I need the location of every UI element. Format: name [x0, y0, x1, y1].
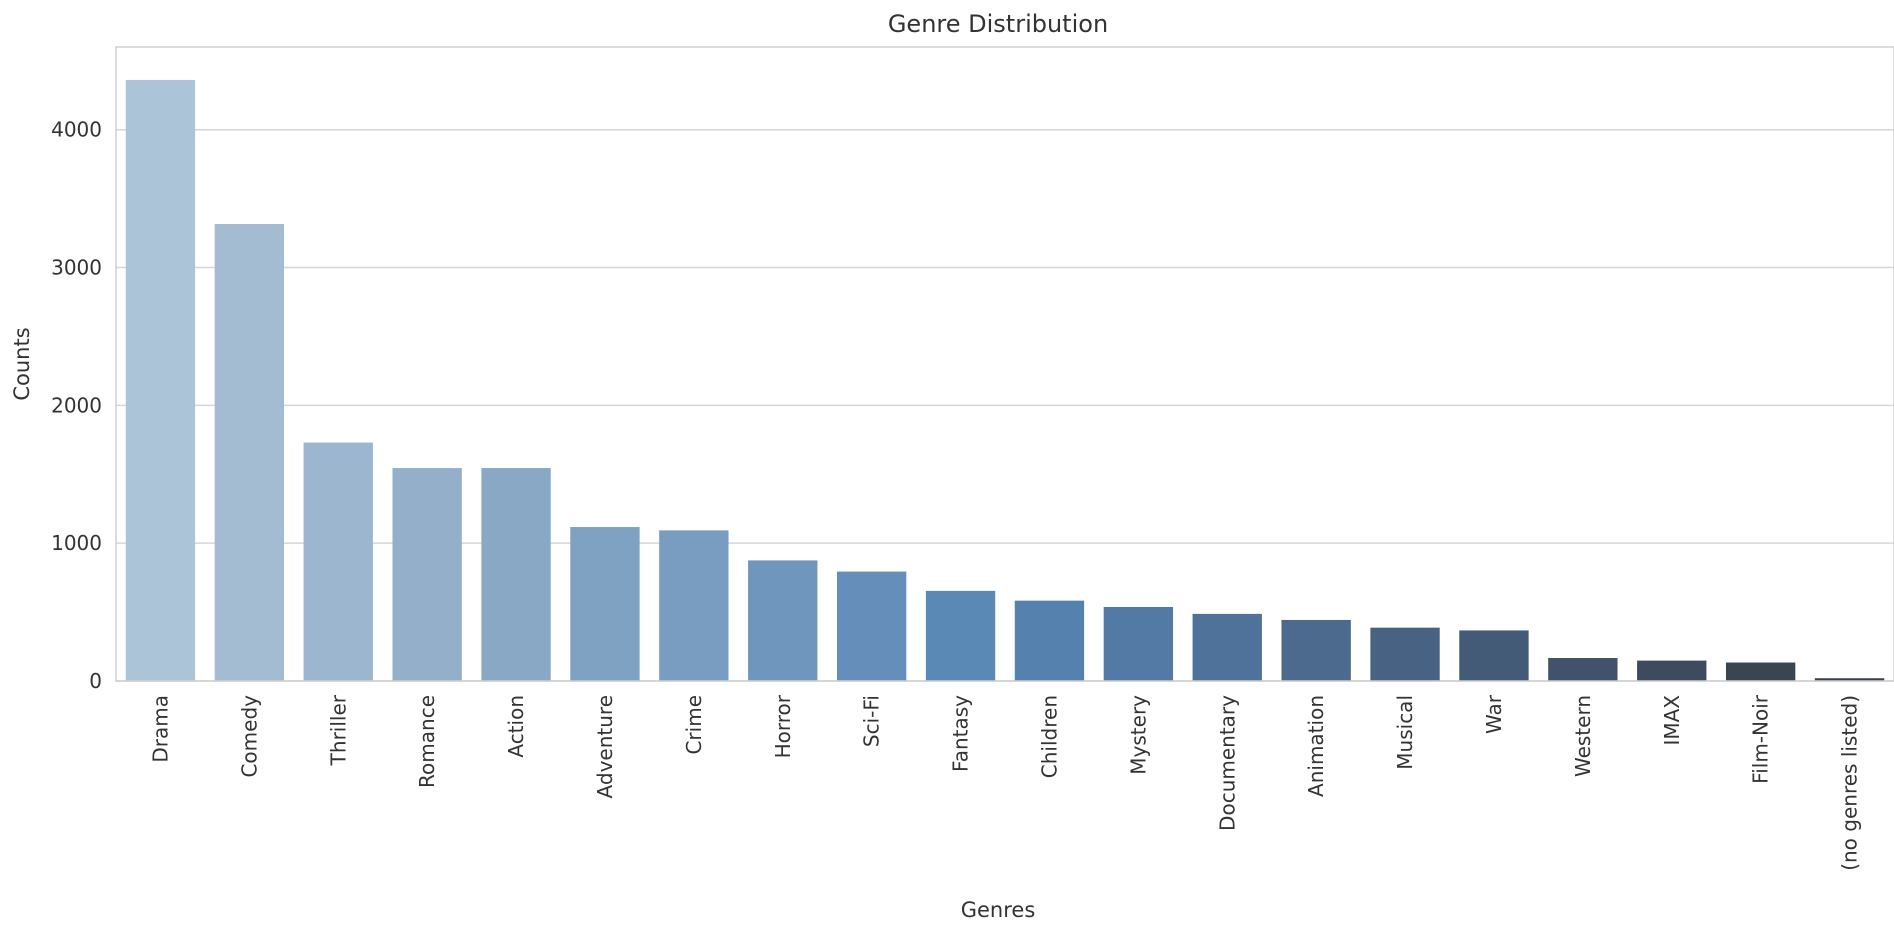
bar-animation: [1281, 619, 1351, 681]
x-tick-label: Documentary: [1215, 695, 1239, 831]
x-tick-label: Romance: [415, 695, 439, 788]
x-tick-label: Adventure: [593, 695, 617, 798]
bar-crime: [659, 530, 729, 681]
x-tick-label: Comedy: [237, 695, 261, 778]
x-tick-label: Fantasy: [949, 695, 973, 772]
bar-war: [1459, 630, 1529, 681]
x-tick-label: Western: [1571, 695, 1595, 777]
chart-title: Genre Distribution: [888, 10, 1108, 38]
x-tick-label: Drama: [148, 695, 172, 763]
y-tick-label: 4000: [51, 118, 102, 142]
bar-imax: [1637, 660, 1707, 681]
x-tick-label: War: [1482, 694, 1506, 734]
bar-musical: [1370, 627, 1440, 681]
y-tick-label: 0: [89, 669, 102, 693]
x-tick-label: Crime: [682, 695, 706, 755]
x-tick-label: Sci-Fi: [860, 695, 884, 747]
bar-adventure: [570, 527, 640, 681]
x-tick-labels: Drama Comedy Thriller Romance Action Adventur…: [148, 694, 1861, 871]
bars: [125, 79, 1885, 682]
bar-thriller: [303, 442, 373, 681]
x-tick-label: Animation: [1304, 695, 1328, 797]
y-axis-label: Counts: [10, 327, 34, 400]
bar-western: [1548, 657, 1618, 681]
y-tick-labels: 0 1000 2000 3000 4000: [51, 118, 102, 693]
x-tick-label: Mystery: [1126, 695, 1150, 775]
plot-frame: [115, 46, 1894, 682]
bar-action: [481, 468, 551, 681]
y-tick-label: 1000: [51, 531, 102, 555]
y-tick-label: 2000: [51, 393, 102, 417]
x-tick-label: IMAX: [1660, 695, 1684, 746]
bar-mystery: [1103, 606, 1174, 681]
x-tick-label: (no genres listed): [1838, 695, 1862, 871]
x-tick-label: Children: [1037, 695, 1061, 778]
bar-no-genres-listed: [1814, 678, 1885, 681]
x-tick-label: Thriller: [326, 694, 350, 766]
x-tick-label: Film-Noir: [1749, 694, 1773, 784]
bar-drama: [125, 79, 196, 682]
y-tick-label: 3000: [51, 256, 102, 280]
bar-horror: [748, 560, 818, 681]
bar-romance: [392, 468, 462, 681]
bar-documentary: [1192, 613, 1262, 681]
bar-film-noir: [1725, 662, 1796, 681]
bar-fantasy: [925, 590, 996, 681]
gridlines: [116, 128, 1894, 682]
x-tick-label: Musical: [1393, 695, 1417, 770]
x-tick-label: Action: [504, 695, 528, 758]
bar-sci-fi: [836, 571, 907, 681]
bar-comedy: [214, 223, 285, 681]
x-axis-label: Genres: [961, 898, 1036, 922]
x-tick-label: Horror: [771, 694, 795, 758]
bar-children: [1014, 600, 1085, 681]
